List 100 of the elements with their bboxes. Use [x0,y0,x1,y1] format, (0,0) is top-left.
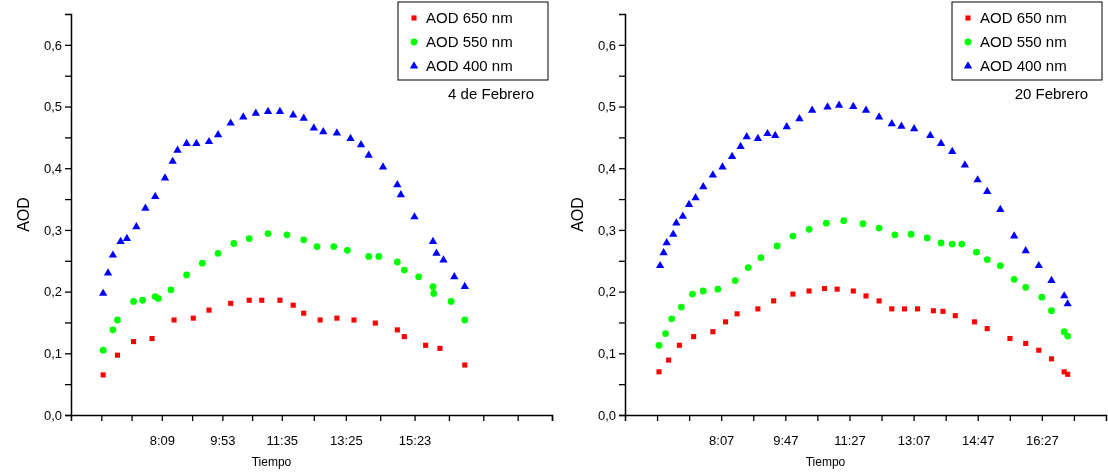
point [859,220,867,228]
point [655,260,665,269]
point [891,231,899,239]
point [301,310,307,316]
point [283,231,291,239]
point [141,203,150,211]
y-tick-label: 0,6 [597,37,616,53]
point [983,186,992,195]
y-tick-label: 0,2 [43,284,62,300]
point [805,225,813,233]
point [375,253,383,260]
point [1065,371,1071,377]
point [393,180,402,188]
point [727,151,737,159]
x-axis-title: Tiempo [251,455,292,469]
point [171,317,177,323]
point [699,287,707,295]
point [1023,340,1029,346]
y-axis-title: AOD [15,197,32,232]
point [795,114,804,122]
point [901,306,908,312]
legend-label: AOD 650 nm [426,9,513,26]
point [372,320,378,326]
point [1007,335,1013,342]
point [834,286,840,292]
point [821,285,827,292]
point [100,372,106,378]
point [710,329,716,335]
point [983,256,991,263]
point [973,175,982,183]
y-tick-label: 0,5 [43,99,62,115]
point [1047,275,1056,283]
y-tick-label: 0,2 [597,284,616,300]
y-tick-label: 0,4 [43,160,62,176]
point [874,112,884,120]
y-axis-title: AOD [569,197,586,232]
y-tick-label: 0,6 [43,37,62,53]
point [1060,291,1069,299]
point [103,268,113,276]
y-tick-label: 0,5 [597,99,616,115]
point [460,281,469,290]
point [958,240,966,248]
point [313,243,321,250]
point [655,341,663,349]
point [744,264,752,271]
point [116,236,125,245]
point [160,173,170,181]
point [822,219,830,227]
point [351,317,357,323]
point [114,352,121,358]
point [428,236,438,245]
point [239,112,248,120]
point [98,288,108,296]
point [167,286,175,294]
point [915,306,921,312]
point [462,362,468,368]
y-tick-label: 0,3 [597,222,616,238]
point [330,243,338,250]
point [334,315,340,321]
point [753,133,763,142]
point [109,326,117,334]
point [971,319,978,325]
point [763,128,772,137]
point [875,224,883,232]
point [948,146,957,154]
point [773,242,781,250]
point [952,313,958,319]
point [415,273,423,281]
point [823,102,832,110]
point [876,298,882,304]
point [699,181,708,190]
point [1048,307,1055,315]
point [937,239,945,247]
point [122,233,132,241]
legend-label: AOD 400 nm [426,57,513,74]
point [396,189,405,198]
point [356,139,366,148]
y-tick-label: 0,1 [43,345,62,361]
point [230,240,238,247]
x-tick-label: 11:27 [834,432,866,448]
annotation: 20 Febrero [1014,85,1088,102]
point [926,130,935,138]
x-tick-label: 13:25 [330,432,363,448]
x-tick-label: 8:07 [709,432,735,448]
point [714,285,722,293]
point [723,319,729,325]
point [343,246,351,254]
point [742,131,751,140]
point [192,138,201,146]
point [263,106,273,114]
point [461,316,469,324]
point [887,119,896,127]
point [132,222,141,230]
point [1038,293,1046,301]
point [99,346,107,354]
point [439,255,448,263]
point [850,288,856,294]
point [666,357,672,363]
point [1034,260,1043,269]
point [246,297,252,303]
